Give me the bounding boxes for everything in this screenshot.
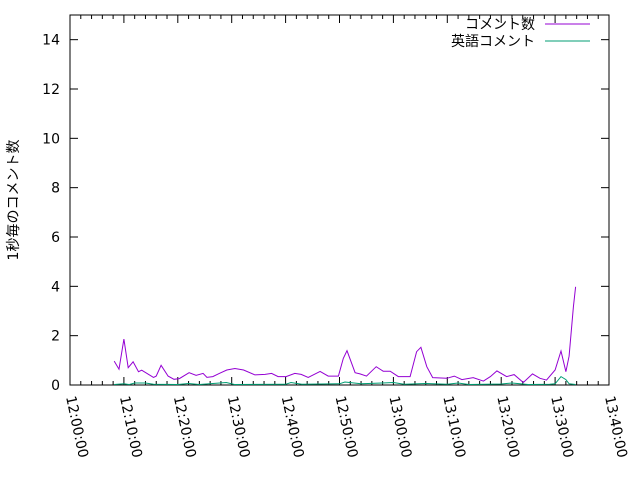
series-group <box>113 286 577 386</box>
y-tick-label: 6 <box>51 230 60 246</box>
axes: 0 2 4 6 8 10 12 14 12:00:00 12:10:00 12:20:00 12:30… <box>42 14 630 460</box>
legend-label-1: 英語コメント <box>451 33 535 50</box>
x-tick-label: 13:40:00 <box>601 395 630 460</box>
x-tick-label: 13:20:00 <box>493 395 522 460</box>
x-tick-label: 12:30:00 <box>224 395 253 460</box>
legend: コメント数 英語コメント <box>451 17 590 50</box>
y-tick-label: 0 <box>51 378 60 394</box>
y-tick-label: 14 <box>42 33 60 49</box>
y-tick-label: 12 <box>42 82 60 98</box>
y-tick-label: 2 <box>51 329 60 345</box>
x-tick-label: 13:30:00 <box>547 395 576 460</box>
x-tick-label: 12:50:00 <box>332 395 361 460</box>
x-tick-label: 13:10:00 <box>439 395 468 460</box>
legend-label-0: コメント数 <box>465 17 535 33</box>
x-tick-label: 12:00:00 <box>62 395 91 460</box>
x-tick-label: 12:10:00 <box>116 395 145 460</box>
series-line-0 <box>113 286 577 384</box>
x-tick-label: 12:20:00 <box>170 395 199 460</box>
series-line-1 <box>114 375 576 386</box>
y-axis-label: 1秒毎のコメント数 <box>6 140 22 261</box>
y-tick-label: 10 <box>42 131 60 147</box>
plot-border <box>69 14 610 386</box>
y-tick-label: 8 <box>51 181 60 197</box>
y-tick-label: 4 <box>51 279 60 295</box>
x-tick-label: 12:40:00 <box>278 395 307 460</box>
x-tick-label: 13:00:00 <box>385 395 414 460</box>
